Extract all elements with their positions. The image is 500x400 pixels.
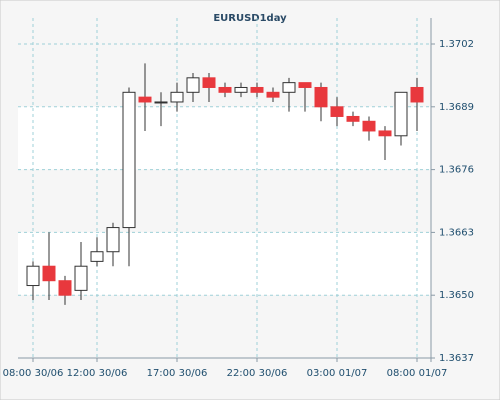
candle-body (330, 106, 344, 117)
plot-band (18, 295, 431, 358)
candle-body (218, 86, 232, 93)
x-tick-label: 08:00 01/07 (387, 368, 448, 379)
candle-body (42, 265, 56, 282)
candle-body (186, 77, 200, 93)
y-tick-label: 1.3663 (439, 227, 474, 238)
y-tick-label: 1.3637 (439, 353, 474, 364)
candle-body (106, 227, 120, 253)
plot-band (18, 44, 431, 107)
candle-body (346, 115, 360, 122)
candle-body (122, 91, 136, 229)
candle-body (298, 82, 312, 88)
candle-body (74, 265, 88, 291)
candle-body (138, 96, 152, 103)
candle-body (234, 86, 248, 93)
candle-body (26, 265, 40, 287)
candle-body (314, 86, 328, 108)
candle-body (282, 82, 296, 93)
candle-body (378, 130, 392, 137)
candle-body (202, 77, 216, 88)
plot-band (18, 106, 431, 170)
candle-body (362, 120, 376, 132)
y-tick-label: 1.3689 (439, 102, 474, 113)
x-tick-label: 22:00 30/06 (227, 368, 288, 379)
candle-body (90, 251, 104, 262)
plot-band (18, 169, 431, 233)
y-tick-label: 1.3676 (439, 165, 474, 176)
x-tick-label: 03:00 01/07 (307, 368, 368, 379)
candle-body (250, 86, 264, 93)
candle-body (154, 101, 168, 104)
x-tick-label: 17:00 30/06 (147, 368, 208, 379)
x-tick-label: 08:00 30/06 (3, 368, 64, 379)
candle-body (394, 91, 408, 137)
candle-body (266, 91, 280, 98)
chart-title: EURUSD1day (213, 13, 287, 24)
y-tick-label: 1.3702 (439, 39, 474, 50)
candle-body (410, 86, 424, 103)
x-tick-label: 12:00 30/06 (67, 368, 128, 379)
candle-body (170, 91, 184, 103)
y-tick-label: 1.3650 (439, 290, 474, 301)
candle-body (58, 280, 72, 296)
